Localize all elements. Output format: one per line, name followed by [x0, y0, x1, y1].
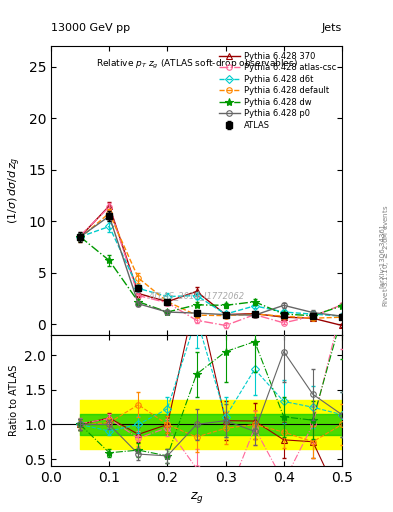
Pythia 6.428 atlas-csc — [194, 317, 199, 324]
Text: 13000 GeV pp: 13000 GeV pp — [51, 23, 130, 33]
Legend: Pythia 6.428 370, Pythia 6.428 atlas-csc, Pythia 6.428 d6t, Pythia 6.428 default: Pythia 6.428 370, Pythia 6.428 atlas-csc… — [215, 49, 340, 133]
Pythia 6.428 370 — [340, 323, 344, 329]
Text: Relative $p_T$ $z_g$ (ATLAS soft-drop observables): Relative $p_T$ $z_g$ (ATLAS soft-drop ob… — [95, 58, 298, 71]
Text: Rivet 3.1.10, $\geq$ 2.6M events: Rivet 3.1.10, $\geq$ 2.6M events — [381, 205, 391, 307]
Pythia 6.428 default — [281, 313, 286, 319]
Line: Pythia 6.428 p0: Pythia 6.428 p0 — [77, 214, 345, 319]
Pythia 6.428 default — [340, 314, 344, 321]
Pythia 6.428 d6t — [194, 292, 199, 298]
Pythia 6.428 atlas-csc — [340, 302, 344, 308]
Line: Pythia 6.428 370: Pythia 6.428 370 — [77, 203, 345, 328]
Line: Pythia 6.428 atlas-csc: Pythia 6.428 atlas-csc — [77, 204, 345, 328]
Pythia 6.428 dw — [281, 311, 286, 317]
Pythia 6.428 p0 — [340, 313, 344, 319]
Pythia 6.428 dw — [165, 309, 170, 315]
Pythia 6.428 atlas-csc — [136, 292, 141, 298]
Pythia 6.428 p0 — [78, 233, 83, 240]
Pythia 6.428 default — [107, 210, 112, 216]
Pythia 6.428 p0 — [165, 309, 170, 315]
Pythia 6.428 p0 — [194, 310, 199, 316]
Pythia 6.428 370 — [223, 311, 228, 317]
Pythia 6.428 dw — [78, 233, 83, 240]
Pythia 6.428 default — [194, 312, 199, 318]
Pythia 6.428 default — [78, 234, 83, 241]
Y-axis label: $(1/\sigma)\, d\sigma/d\, z_g$: $(1/\sigma)\, d\sigma/d\, z_g$ — [7, 157, 23, 224]
Pythia 6.428 dw — [223, 302, 228, 308]
Pythia 6.428 atlas-csc — [252, 311, 257, 317]
Line: Pythia 6.428 dw: Pythia 6.428 dw — [76, 232, 346, 320]
Pythia 6.428 370 — [78, 233, 83, 240]
Pythia 6.428 370 — [252, 310, 257, 316]
Pythia 6.428 370 — [136, 290, 141, 296]
Line: Pythia 6.428 default: Pythia 6.428 default — [77, 210, 345, 321]
Pythia 6.428 370 — [310, 315, 315, 322]
Pythia 6.428 d6t — [310, 311, 315, 317]
Pythia 6.428 d6t — [107, 223, 112, 229]
Pythia 6.428 p0 — [223, 311, 228, 317]
Pythia 6.428 370 — [281, 314, 286, 321]
Pythia 6.428 370 — [194, 288, 199, 294]
Pythia 6.428 dw — [310, 313, 315, 319]
Pythia 6.428 dw — [107, 258, 112, 264]
Line: Pythia 6.428 d6t: Pythia 6.428 d6t — [77, 224, 345, 319]
Pythia 6.428 p0 — [136, 301, 141, 307]
Pythia 6.428 p0 — [107, 213, 112, 219]
Pythia 6.428 p0 — [310, 309, 315, 315]
Pythia 6.428 atlas-csc — [310, 313, 315, 319]
Pythia 6.428 atlas-csc — [223, 323, 228, 329]
Pythia 6.428 dw — [136, 298, 141, 305]
Pythia 6.428 370 — [165, 298, 170, 305]
Y-axis label: Ratio to ATLAS: Ratio to ATLAS — [9, 365, 19, 436]
Text: ATLAS_2019_I1772062: ATLAS_2019_I1772062 — [149, 291, 244, 300]
Pythia 6.428 atlas-csc — [78, 232, 83, 239]
Pythia 6.428 default — [252, 311, 257, 317]
Pythia 6.428 atlas-csc — [165, 300, 170, 306]
Pythia 6.428 dw — [252, 298, 257, 305]
Pythia 6.428 d6t — [165, 293, 170, 300]
Pythia 6.428 d6t — [223, 311, 228, 317]
Pythia 6.428 default — [136, 275, 141, 281]
Pythia 6.428 p0 — [252, 312, 257, 318]
Pythia 6.428 d6t — [78, 233, 83, 240]
Pythia 6.428 p0 — [281, 302, 286, 308]
Pythia 6.428 d6t — [340, 313, 344, 319]
Pythia 6.428 atlas-csc — [281, 320, 286, 326]
Pythia 6.428 default — [310, 315, 315, 322]
Text: Jets: Jets — [321, 23, 342, 33]
Pythia 6.428 default — [165, 298, 170, 305]
Pythia 6.428 370 — [107, 203, 112, 209]
Text: [arXiv:1306.3436]: [arXiv:1306.3436] — [378, 224, 385, 288]
Pythia 6.428 d6t — [281, 309, 286, 315]
X-axis label: $z_g$: $z_g$ — [189, 490, 204, 505]
Pythia 6.428 dw — [194, 302, 199, 308]
Pythia 6.428 atlas-csc — [107, 204, 112, 210]
Pythia 6.428 default — [223, 313, 228, 319]
Pythia 6.428 d6t — [136, 285, 141, 291]
Pythia 6.428 d6t — [252, 303, 257, 309]
Pythia 6.428 dw — [340, 303, 344, 309]
